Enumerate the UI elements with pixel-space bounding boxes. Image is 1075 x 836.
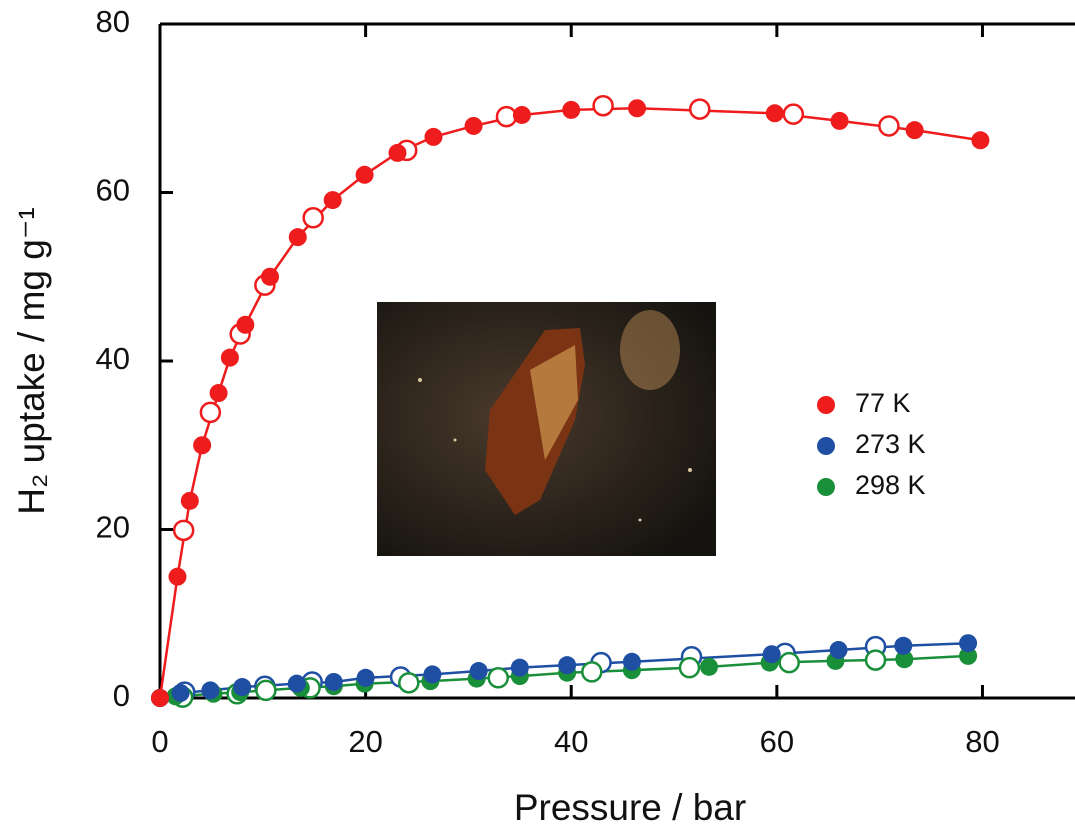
desorption-point <box>581 661 603 683</box>
desorption-point <box>592 94 614 117</box>
adsorption-point <box>236 315 255 334</box>
y-axis-title: H₂ uptake / mg g⁻¹ <box>11 207 52 514</box>
x-tick-label: 20 <box>348 724 382 759</box>
adsorption-point <box>510 658 529 677</box>
adsorption-point <box>233 678 252 697</box>
adsorption-point <box>180 491 199 510</box>
x-tick-label: 60 <box>760 724 794 759</box>
adsorption-point <box>168 567 187 586</box>
x-tick-label: 40 <box>554 724 588 759</box>
desorption-point <box>172 519 195 542</box>
adsorption-point <box>562 100 581 119</box>
adsorption-point <box>287 674 306 693</box>
adsorption-point <box>151 689 169 707</box>
adsorption-point <box>423 665 442 684</box>
adsorption-point <box>762 645 781 664</box>
desorption-point <box>778 651 800 674</box>
adsorption-point <box>220 348 239 367</box>
adsorption-point <box>512 105 531 124</box>
adsorption-point <box>894 636 913 655</box>
adsorption-point <box>388 143 407 162</box>
legend-marker <box>817 437 835 455</box>
adsorption-point <box>288 228 307 247</box>
legend-marker <box>817 396 835 414</box>
adsorption-point <box>700 657 718 676</box>
series-line <box>159 641 969 700</box>
desorption-point <box>487 667 509 689</box>
desorption-point <box>255 679 277 702</box>
adsorption-point <box>469 662 488 681</box>
adsorption-point <box>424 127 443 146</box>
adsorption-point <box>895 650 914 669</box>
adsorption-point <box>323 191 342 210</box>
adsorption-point <box>905 121 924 140</box>
adsorption-point <box>356 668 375 687</box>
y-tick-label: 0 <box>113 678 130 713</box>
desorption-point <box>782 103 805 125</box>
adsorption-point <box>622 652 641 671</box>
x-tick-label: 80 <box>965 724 999 759</box>
adsorption-point <box>324 672 343 691</box>
desorption-point <box>864 649 887 671</box>
adsorption-point <box>193 436 212 455</box>
desorption-point <box>688 98 711 120</box>
adsorption-point <box>971 131 990 150</box>
adsorption-point <box>201 681 220 700</box>
adsorption-point <box>171 683 190 702</box>
desorption-point <box>878 115 900 137</box>
desorption-point <box>678 656 701 679</box>
adsorption-point <box>558 656 577 675</box>
legend-label: 273 K <box>855 429 926 459</box>
adsorption-point <box>261 267 280 286</box>
x-tick-label: 0 <box>151 724 168 759</box>
adsorption-point <box>959 646 978 665</box>
adsorption-point <box>355 165 374 184</box>
y-tick-label: 40 <box>96 341 130 376</box>
y-tick-label: 20 <box>96 510 130 545</box>
adsorption-point <box>829 640 848 659</box>
inset-photo <box>377 302 716 556</box>
desorption-point <box>398 672 420 694</box>
legend-label: 298 K <box>855 470 926 500</box>
adsorption-point <box>959 634 978 653</box>
y-tick-label: 80 <box>96 4 130 39</box>
adsorption-point <box>830 111 849 130</box>
desorption-point <box>302 207 324 229</box>
y-tick-label: 60 <box>96 173 130 208</box>
adsorption-point <box>765 104 784 123</box>
adsorption-point <box>628 99 647 118</box>
adsorption-point <box>464 116 483 135</box>
x-axis-title: Pressure / bar <box>514 787 746 828</box>
desorption-point <box>199 401 222 424</box>
legend-marker <box>817 478 835 496</box>
legend-label: 77 K <box>855 388 911 418</box>
adsorption-point <box>209 384 228 403</box>
